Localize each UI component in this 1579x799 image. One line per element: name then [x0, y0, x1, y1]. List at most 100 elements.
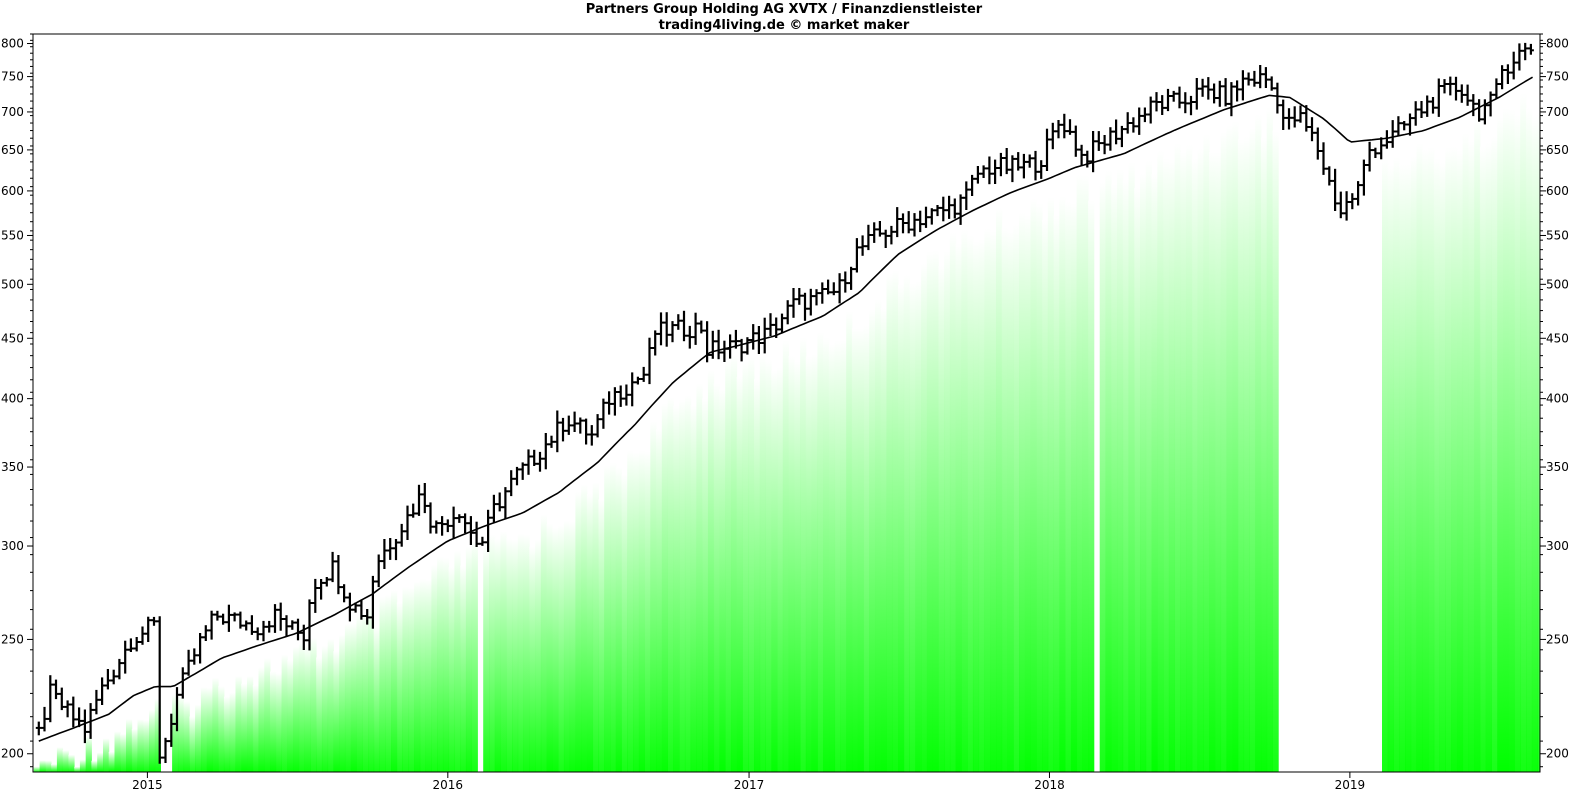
fill-column: [1497, 117, 1504, 772]
fill-column: [1382, 159, 1389, 772]
y-tick-label-left: 550: [1, 228, 24, 242]
ohlc-bar: [813, 289, 820, 306]
ohlc-bar: [1136, 107, 1143, 135]
ohlc-bar: [692, 312, 699, 345]
y-tick-label-right: 750: [1546, 70, 1569, 84]
ohlc-bar: [1504, 64, 1511, 84]
ohlc-bar: [784, 300, 791, 325]
ohlc-bar: [1222, 78, 1229, 107]
fill-column: [949, 232, 957, 772]
ohlc-bar: [1049, 122, 1056, 150]
ohlc-bar: [1072, 125, 1079, 157]
fill-column: [1128, 162, 1135, 772]
fill-column: [1451, 146, 1458, 772]
ohlc-bar: [289, 620, 296, 630]
ohlc-bar: [519, 462, 526, 480]
fill-column: [604, 466, 611, 772]
fill-column: [851, 328, 859, 772]
fill-column: [298, 643, 305, 772]
fill-column: [74, 766, 81, 772]
fill-column: [1099, 182, 1106, 772]
ohlc-bar: [623, 384, 630, 406]
ohlc-bar: [1193, 78, 1200, 110]
fill-column: [1468, 141, 1475, 772]
ohlc-bar: [404, 505, 411, 540]
fill-column: [281, 654, 288, 772]
ohlc-bar: [272, 604, 278, 633]
ohlc-bar: [900, 213, 906, 234]
fill-column: [1422, 149, 1429, 772]
fill-column: [650, 421, 657, 772]
y-tick-label-left: 500: [1, 277, 24, 291]
moving-average-line: [38, 76, 1534, 742]
ohlc-bar: [606, 391, 613, 415]
fill-column: [1243, 136, 1250, 772]
fill-column: [563, 520, 571, 772]
ohlc-bar: [208, 610, 215, 640]
fill-column: [1024, 215, 1031, 772]
ohlc-bar: [1522, 42, 1529, 61]
fill-column: [1047, 197, 1054, 772]
ohlc-bar: [156, 616, 163, 764]
ohlc-bar: [439, 516, 446, 536]
ohlc-bar: [1401, 121, 1408, 131]
ohlc-bar: [790, 288, 797, 318]
ohlc-bar: [923, 206, 929, 228]
ohlc-bar: [416, 484, 422, 516]
ohlc-bar: [934, 205, 941, 217]
ohlc-bar: [704, 321, 711, 363]
ohlc-bar: [1124, 112, 1131, 134]
ohlc-bar: [496, 492, 503, 512]
ohlc-bar: [1061, 113, 1068, 139]
y-tick-label-left: 250: [1, 632, 24, 646]
ohlc-bar: [1107, 127, 1114, 151]
ohlc-bar: [1245, 72, 1252, 86]
ohlc-bar: [727, 334, 734, 359]
ohlc-bar: [1395, 116, 1402, 137]
ohlc-bar: [940, 196, 947, 222]
fill-column: [172, 694, 179, 772]
y-tick-label-left: 300: [1, 539, 24, 553]
fill-column: [1503, 108, 1510, 772]
ohlc-bar: [963, 181, 970, 210]
fill-column: [1059, 196, 1066, 772]
y-tick-label-left: 400: [1, 392, 24, 406]
fill-column: [713, 383, 720, 772]
y-tick-label-left: 350: [1, 460, 24, 474]
ohlc-bar: [1055, 120, 1062, 139]
fill-column: [241, 683, 248, 772]
ohlc-bar: [548, 435, 555, 448]
fill-column: [275, 673, 282, 772]
ohlc-bar: [1044, 128, 1050, 171]
fill-column: [788, 356, 795, 772]
ohlc-bar: [467, 516, 474, 545]
ohlc-bar: [490, 494, 497, 523]
ohlc-bar: [917, 210, 924, 233]
y-tick-label-right: 500: [1546, 277, 1569, 291]
ohlc-bar: [1095, 131, 1102, 151]
fill-column: [1387, 165, 1394, 772]
ohlc-bar: [698, 320, 705, 334]
ohlc-bar: [433, 520, 440, 534]
fill-column: [154, 698, 161, 772]
ohlc-bar: [1493, 78, 1500, 99]
fill-column: [1537, 112, 1540, 772]
fill-column: [402, 587, 409, 772]
ohlc-bar: [266, 620, 273, 633]
ohlc-bar: [611, 387, 618, 416]
plot-frame: [32, 33, 1541, 773]
fill-column: [131, 728, 138, 772]
fill-column: [702, 398, 709, 772]
fill-column: [91, 760, 98, 772]
ohlc-bar: [974, 166, 981, 184]
y-tick-label-right: 800: [1546, 37, 1569, 51]
fill-column: [880, 307, 887, 772]
ohlc-bar: [1257, 65, 1264, 89]
ohlc-bar: [542, 433, 549, 470]
ohlc-bar: [882, 229, 889, 248]
y-tick-label-left: 750: [1, 70, 24, 84]
ohlc-bar: [1211, 83, 1218, 104]
ohlc-bar: [277, 602, 284, 631]
fill-column: [177, 696, 185, 772]
fill-column: [1393, 157, 1400, 772]
